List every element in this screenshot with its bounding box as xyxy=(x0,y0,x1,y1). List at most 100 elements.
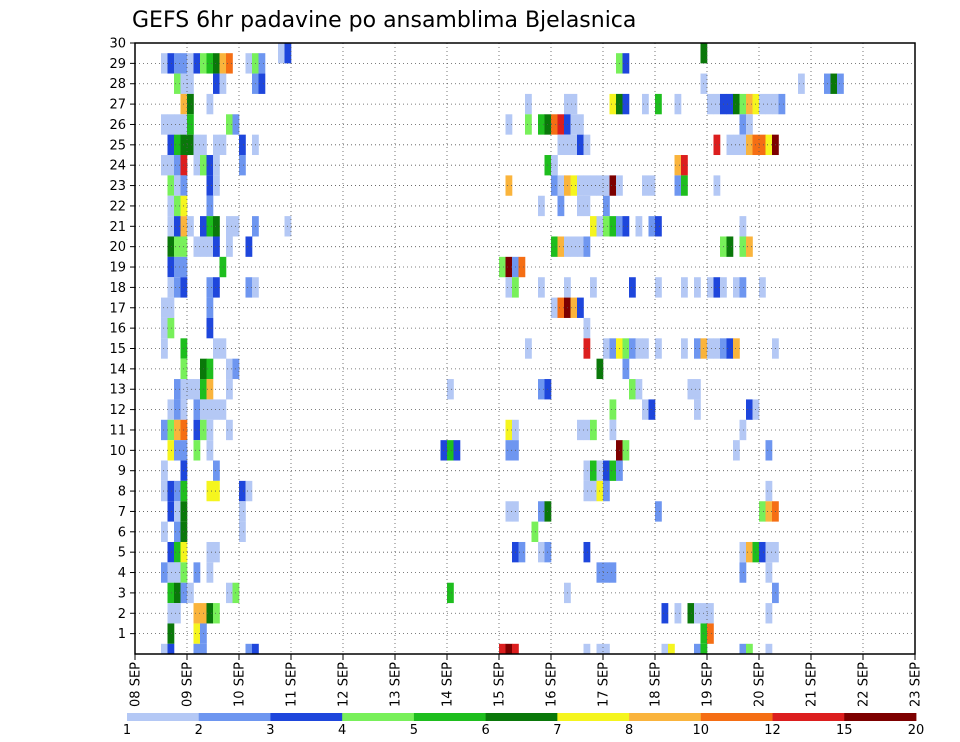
heatmap-cell xyxy=(583,419,591,441)
colorbar-swatch xyxy=(700,713,773,721)
heatmap-cell xyxy=(245,277,253,298)
heatmap-cell xyxy=(746,93,753,115)
heatmap-cell xyxy=(694,399,701,420)
heatmap-cell xyxy=(726,236,734,257)
heatmap-cell xyxy=(167,53,175,74)
heatmap-cell xyxy=(739,541,747,563)
heatmap-cell xyxy=(687,379,695,400)
heatmap-cell xyxy=(551,114,558,135)
x-tick-label: 18 SEP xyxy=(649,662,664,707)
heatmap-cell xyxy=(642,338,649,359)
y-tick-label: 14 xyxy=(109,362,126,377)
heatmap-cell xyxy=(538,379,545,400)
heatmap-cell xyxy=(193,134,201,156)
heatmap-cell xyxy=(713,93,721,115)
heatmap-cell xyxy=(193,440,201,461)
heatmap-cell xyxy=(219,53,227,74)
heatmap-cell xyxy=(174,501,181,522)
heatmap-cell xyxy=(570,93,578,115)
heatmap-cell xyxy=(174,175,181,196)
y-tick-label: 9 xyxy=(118,464,126,479)
heatmap-cell xyxy=(603,480,610,502)
heatmap-cell xyxy=(570,175,578,196)
heatmap-cell xyxy=(570,297,578,318)
heatmap-cell xyxy=(570,134,578,156)
heatmap-cell xyxy=(603,338,610,359)
heatmap-cell xyxy=(206,399,214,420)
heatmap-cell xyxy=(798,73,805,94)
heatmap-cell xyxy=(629,338,636,359)
colorbar-swatch xyxy=(629,713,702,721)
heatmap-cell xyxy=(551,175,558,196)
heatmap-cell xyxy=(213,236,220,257)
heatmap-cell xyxy=(200,643,207,654)
heatmap-cell xyxy=(590,480,597,502)
heatmap-cell xyxy=(167,440,175,461)
heatmap-cell xyxy=(681,175,688,196)
heatmap-cell xyxy=(538,114,545,135)
heatmap-cell xyxy=(167,175,175,196)
heatmap-cell xyxy=(746,114,753,135)
heatmap-cell xyxy=(642,399,649,420)
colorbar-label: 12 xyxy=(764,723,781,738)
heatmap-cell xyxy=(765,562,773,583)
x-tick-label: 16 SEP xyxy=(545,662,560,707)
heatmap-cell xyxy=(187,216,194,237)
heatmap-cell xyxy=(213,603,220,624)
heatmap-cell xyxy=(167,317,175,339)
heatmap-cell xyxy=(193,643,201,654)
heatmap-cell xyxy=(239,501,246,522)
heatmap-cell xyxy=(622,93,630,115)
x-tick-label: 12 SEP xyxy=(337,662,352,707)
heatmap-cell xyxy=(765,603,773,624)
heatmap-cell xyxy=(655,338,662,359)
heatmap-cell xyxy=(681,277,688,298)
heatmap-cell xyxy=(187,582,194,604)
heatmap-cell xyxy=(609,338,617,359)
heatmap-cell xyxy=(219,338,227,359)
heatmap-cell xyxy=(193,236,201,257)
heatmap-cell xyxy=(557,195,565,217)
x-tick-label: 11 SEP xyxy=(285,662,300,707)
y-tick-label: 20 xyxy=(109,240,126,255)
heatmap-cell xyxy=(213,541,220,563)
heatmap-cell xyxy=(226,216,233,237)
heatmap-cell xyxy=(174,562,181,583)
heatmap-cell xyxy=(642,93,649,115)
heatmap-cell xyxy=(161,643,168,654)
heatmap-cell xyxy=(226,358,233,380)
heatmap-cell xyxy=(635,338,643,359)
heatmap-cell xyxy=(206,480,214,502)
heatmap-cell xyxy=(700,643,708,654)
heatmap-cell xyxy=(239,155,246,176)
heatmap-cell xyxy=(226,379,233,400)
y-tick-label: 1 xyxy=(118,627,126,642)
heatmap-cell xyxy=(655,93,662,115)
heatmap-cell xyxy=(206,93,214,115)
heatmap-cell xyxy=(765,541,773,563)
heatmap-cell xyxy=(538,541,545,563)
heatmap-cell xyxy=(778,93,786,115)
chart-title: GEFS 6hr padavine po ansamblima Bjelasni… xyxy=(132,8,636,33)
heatmap-cell xyxy=(733,277,740,298)
heatmap-cell xyxy=(635,216,643,237)
heatmap-cell xyxy=(746,643,753,654)
heatmap-cell xyxy=(252,643,259,654)
colorbar-swatch xyxy=(844,713,917,721)
y-tick-label: 26 xyxy=(109,118,126,133)
colorbar-label: 4 xyxy=(338,723,346,738)
colorbar-label: 2 xyxy=(195,723,203,738)
x-tick-label: 09 SEP xyxy=(181,662,196,707)
heatmap-cell xyxy=(213,480,220,502)
heatmap-cell xyxy=(603,195,610,217)
heatmap-cell xyxy=(739,643,747,654)
heatmap-cell xyxy=(161,317,168,339)
heatmap-cell xyxy=(570,236,578,257)
heatmap-cell xyxy=(746,541,753,563)
heatmap-cell xyxy=(219,73,227,94)
heatmap-cell xyxy=(609,562,617,583)
heatmap-cell xyxy=(213,216,220,237)
colorbar-label: 10 xyxy=(693,723,710,738)
heatmap-cell xyxy=(213,155,220,176)
heatmap-cell xyxy=(505,175,513,196)
